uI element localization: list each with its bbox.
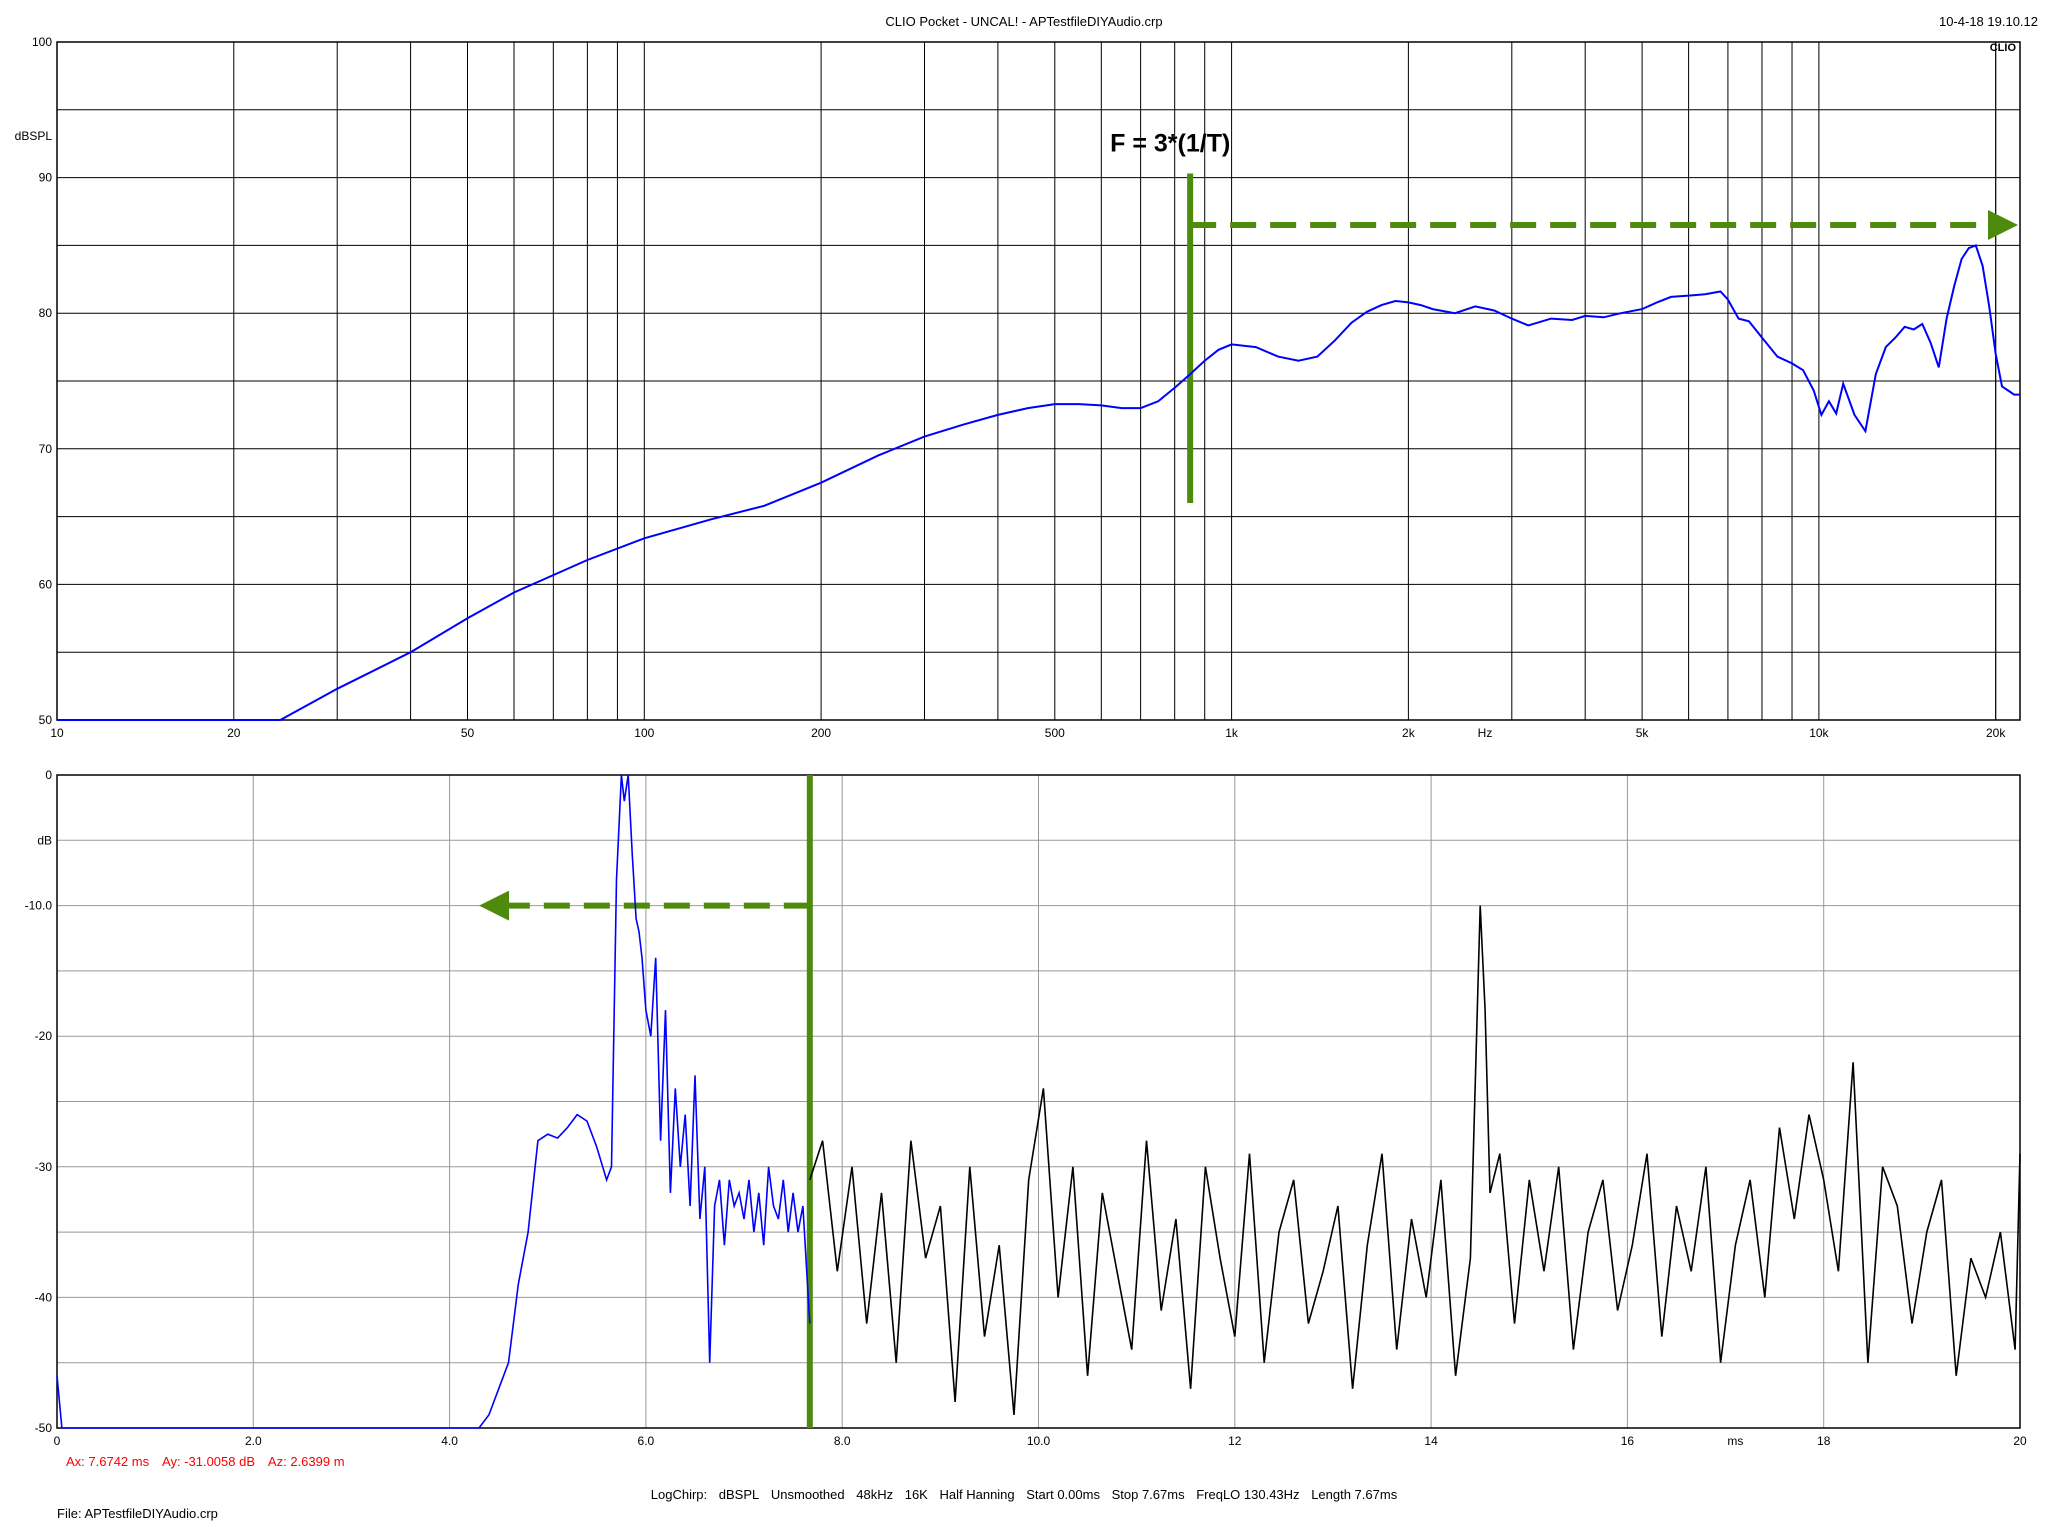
param-0: LogChirp: <box>650 1487 708 1502</box>
cursor-az: Az: 2.6399 m <box>267 1454 345 1469</box>
time-x-tick-label: 16 <box>1621 1434 1635 1448</box>
freq-x-tick-label: 10k <box>1809 726 1829 740</box>
cursor-ay: Ay: -31.0058 dB <box>162 1454 256 1469</box>
time-x-tick-label: 8.0 <box>834 1434 851 1448</box>
time-x-tick-label: 14 <box>1424 1434 1438 1448</box>
freq-x-tick-label: 500 <box>1045 726 1065 740</box>
param-5: Half Hanning <box>939 1487 1015 1502</box>
freq-x-axis-label: Hz <box>1478 726 1493 740</box>
time-y-axis-label: dB <box>37 833 52 847</box>
freq-plot-frame <box>56 41 2021 721</box>
param-4: 16K <box>904 1487 928 1502</box>
freq-x-tick-label: 5k <box>1636 726 1650 740</box>
time-y-tick-label: -30 <box>35 1160 53 1174</box>
gate-frequency-formula: F = 3*(1/T) <box>1110 130 1230 158</box>
time-x-tick-label: 18 <box>1817 1434 1831 1448</box>
impulse-response-grid <box>56 774 2021 1429</box>
time-x-tick-label: 4.0 <box>441 1434 458 1448</box>
freq-y-tick-label: 100 <box>32 35 52 49</box>
clio-logo: CLIO <box>1990 42 2017 54</box>
frequency-response-grid <box>56 41 2020 721</box>
freq-x-tick-label: 20 <box>227 726 241 740</box>
time-y-tick-label: 0 <box>45 768 52 782</box>
time-plot-frame <box>56 774 2021 1429</box>
freq-x-tick-label: 20k <box>1986 726 2006 740</box>
time-x-tick-label: 6.0 <box>638 1434 655 1448</box>
freq-y-tick-label: 60 <box>39 577 53 591</box>
time-x-axis-label: ms <box>1727 1434 1743 1448</box>
param-2: Unsmoothed <box>770 1487 845 1502</box>
time-x-tick-label: 2.0 <box>245 1434 262 1448</box>
impulse-gated-curve <box>56 774 811 1429</box>
param-9: Length 7.67ms <box>1311 1487 1398 1502</box>
time-x-tick-label: 0 <box>54 1434 61 1448</box>
time-y-tick-label: -20 <box>35 1029 53 1043</box>
freq-x-tick-label: 10 <box>50 726 64 740</box>
time-y-tick-label: -40 <box>35 1290 53 1304</box>
frequency-response-curve <box>57 244 2020 721</box>
param-1: dBSPL <box>718 1487 760 1502</box>
measurement-parameters: LogChirp: dBSPL Unsmoothed 48kHz 16K Hal… <box>0 1487 2048 1502</box>
window-title: CLIO Pocket - UNCAL! - APTestfileDIYAudi… <box>885 14 1163 29</box>
cursor-ax: Ax: 7.6742 ms <box>66 1454 150 1469</box>
freq-x-tick-label: 2k <box>1402 726 1416 740</box>
time-x-tick-label: 20 <box>2013 1434 2027 1448</box>
gate-frequency-arrow-head <box>1988 210 2018 241</box>
file-name: File: APTestfileDIYAudio.crp <box>57 1506 218 1521</box>
cursor-readout: Ax: 7.6742 ms Ay: -31.0058 dB Az: 2.6399… <box>66 1454 355 1469</box>
time-x-tick-label: 12 <box>1228 1434 1242 1448</box>
gate-time-arrow-head <box>479 890 510 921</box>
freq-y-tick-label: 90 <box>39 171 53 185</box>
freq-y-tick-label: 80 <box>39 306 53 320</box>
param-8: FreqLO 130.43Hz <box>1196 1487 1300 1502</box>
freq-x-tick-label: 200 <box>811 726 831 740</box>
freq-y-tick-label: 70 <box>39 442 53 456</box>
freq-y-axis-label: dBSPL <box>15 129 53 143</box>
timestamp: 10-4-18 19.10.12 <box>1938 14 2038 29</box>
param-3: 48kHz <box>856 1487 894 1502</box>
param-7: Stop 7.67ms <box>1111 1487 1185 1502</box>
freq-x-tick-label: 100 <box>634 726 654 740</box>
time-x-tick-label: 10.0 <box>1027 1434 1051 1448</box>
impulse-after-gate-curve <box>809 905 2021 1415</box>
time-y-tick-label: -10.0 <box>25 899 53 913</box>
freq-x-tick-label: 50 <box>461 726 475 740</box>
freq-y-tick-label: 50 <box>39 713 53 727</box>
param-6: Start 0.00ms <box>1026 1487 1100 1502</box>
time-y-tick-label: -50 <box>35 1421 53 1435</box>
freq-x-tick-label: 1k <box>1225 726 1239 740</box>
